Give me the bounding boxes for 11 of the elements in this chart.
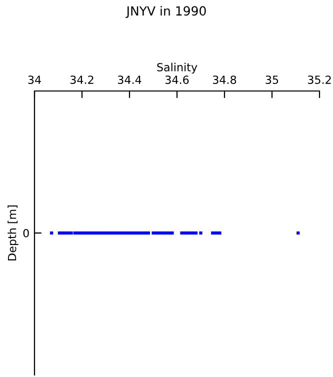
x-tick-label: 35 [266, 76, 278, 84]
chart-title: JNYV in 1990 [126, 6, 206, 18]
x-tick-label: 34.2 [70, 76, 94, 84]
x-tick-label: 34.8 [212, 76, 236, 84]
x-tick-label: 34.6 [165, 76, 189, 84]
y-tick-label: 0 [23, 228, 29, 238]
x-tick-label: 35.2 [308, 76, 331, 84]
y-axis-title: Depth [m] [8, 206, 18, 260]
x-tick-label: 34 [28, 76, 41, 84]
x-axis-title: Salinity [157, 62, 198, 74]
x-tick-label: 34.4 [118, 76, 142, 84]
